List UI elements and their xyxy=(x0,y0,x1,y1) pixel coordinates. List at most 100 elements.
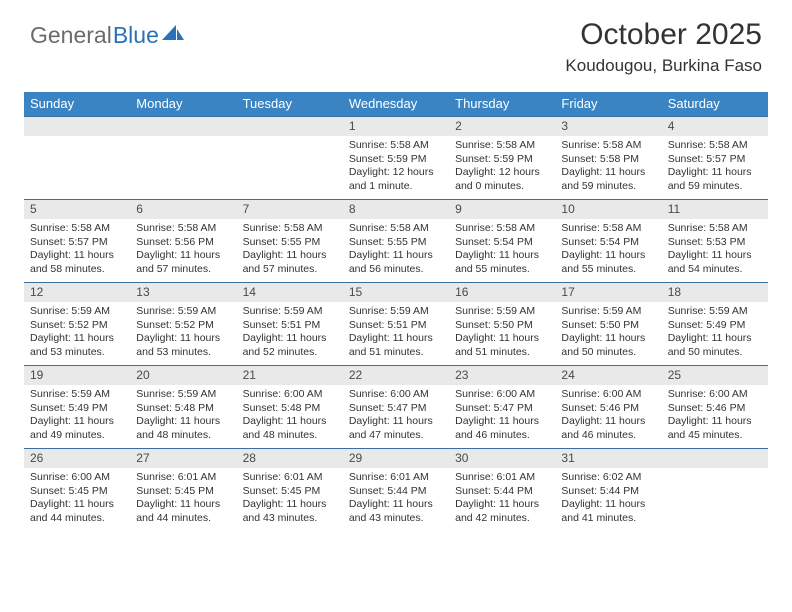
day-number: 19 xyxy=(24,366,130,385)
daylight-text: Daylight: 11 hours and 55 minutes. xyxy=(561,249,655,276)
sunset-text: Sunset: 5:52 PM xyxy=(136,319,230,332)
sunrise-text: Sunrise: 5:59 AM xyxy=(349,305,443,318)
calendar-cell: 4Sunrise: 5:58 AMSunset: 5:57 PMDaylight… xyxy=(662,117,768,199)
calendar-cell: 15Sunrise: 5:59 AMSunset: 5:51 PMDayligh… xyxy=(343,283,449,365)
calendar-row: 1Sunrise: 5:58 AMSunset: 5:59 PMDaylight… xyxy=(24,116,768,199)
calendar-row: 26Sunrise: 6:00 AMSunset: 5:45 PMDayligh… xyxy=(24,448,768,531)
weekday-label: Thursday xyxy=(449,92,555,116)
calendar-row: 19Sunrise: 5:59 AMSunset: 5:49 PMDayligh… xyxy=(24,365,768,448)
day-number: 26 xyxy=(24,449,130,468)
day-number: 31 xyxy=(555,449,661,468)
day-number: 27 xyxy=(130,449,236,468)
daylight-text: Daylight: 11 hours and 57 minutes. xyxy=(243,249,337,276)
calendar-cell: 28Sunrise: 6:01 AMSunset: 5:45 PMDayligh… xyxy=(237,449,343,531)
calendar-cell: 22Sunrise: 6:00 AMSunset: 5:47 PMDayligh… xyxy=(343,366,449,448)
calendar-cell: 1Sunrise: 5:58 AMSunset: 5:59 PMDaylight… xyxy=(343,117,449,199)
sunrise-text: Sunrise: 5:58 AM xyxy=(455,139,549,152)
day-details: Sunrise: 5:59 AMSunset: 5:51 PMDaylight:… xyxy=(237,302,343,363)
sunrise-text: Sunrise: 5:58 AM xyxy=(30,222,124,235)
day-number: 21 xyxy=(237,366,343,385)
daylight-text: Daylight: 11 hours and 59 minutes. xyxy=(561,166,655,193)
sunrise-text: Sunrise: 5:59 AM xyxy=(455,305,549,318)
calendar: Sunday Monday Tuesday Wednesday Thursday… xyxy=(24,92,768,531)
sunrise-text: Sunrise: 5:59 AM xyxy=(136,305,230,318)
daylight-text: Daylight: 11 hours and 43 minutes. xyxy=(349,498,443,525)
calendar-cell: 12Sunrise: 5:59 AMSunset: 5:52 PMDayligh… xyxy=(24,283,130,365)
day-details: Sunrise: 6:00 AMSunset: 5:47 PMDaylight:… xyxy=(449,385,555,446)
day-number xyxy=(237,117,343,136)
calendar-cell: 16Sunrise: 5:59 AMSunset: 5:50 PMDayligh… xyxy=(449,283,555,365)
calendar-cell: 13Sunrise: 5:59 AMSunset: 5:52 PMDayligh… xyxy=(130,283,236,365)
calendar-cell: 2Sunrise: 5:58 AMSunset: 5:59 PMDaylight… xyxy=(449,117,555,199)
day-details: Sunrise: 5:58 AMSunset: 5:58 PMDaylight:… xyxy=(555,136,661,197)
calendar-cell xyxy=(130,117,236,199)
sunrise-text: Sunrise: 5:58 AM xyxy=(136,222,230,235)
daylight-text: Daylight: 11 hours and 51 minutes. xyxy=(349,332,443,359)
day-details: Sunrise: 5:59 AMSunset: 5:52 PMDaylight:… xyxy=(130,302,236,363)
page-header: General Blue October 2025 Koudougou, Bur… xyxy=(0,0,792,82)
sunrise-text: Sunrise: 5:58 AM xyxy=(668,222,762,235)
day-details: Sunrise: 5:58 AMSunset: 5:55 PMDaylight:… xyxy=(343,219,449,280)
sunrise-text: Sunrise: 6:00 AM xyxy=(30,471,124,484)
weekday-label: Sunday xyxy=(24,92,130,116)
sunrise-text: Sunrise: 5:58 AM xyxy=(349,222,443,235)
sunset-text: Sunset: 5:59 PM xyxy=(349,153,443,166)
sunrise-text: Sunrise: 6:00 AM xyxy=(243,388,337,401)
daylight-text: Daylight: 11 hours and 46 minutes. xyxy=(561,415,655,442)
daylight-text: Daylight: 12 hours and 1 minute. xyxy=(349,166,443,193)
day-number: 4 xyxy=(662,117,768,136)
day-number: 30 xyxy=(449,449,555,468)
calendar-cell: 14Sunrise: 5:59 AMSunset: 5:51 PMDayligh… xyxy=(237,283,343,365)
calendar-cell: 29Sunrise: 6:01 AMSunset: 5:44 PMDayligh… xyxy=(343,449,449,531)
sunset-text: Sunset: 5:45 PM xyxy=(243,485,337,498)
calendar-cell: 8Sunrise: 5:58 AMSunset: 5:55 PMDaylight… xyxy=(343,200,449,282)
sunrise-text: Sunrise: 6:01 AM xyxy=(455,471,549,484)
day-details: Sunrise: 5:58 AMSunset: 5:54 PMDaylight:… xyxy=(555,219,661,280)
day-details: Sunrise: 6:00 AMSunset: 5:47 PMDaylight:… xyxy=(343,385,449,446)
daylight-text: Daylight: 11 hours and 55 minutes. xyxy=(455,249,549,276)
sunset-text: Sunset: 5:48 PM xyxy=(243,402,337,415)
sunrise-text: Sunrise: 6:01 AM xyxy=(243,471,337,484)
calendar-cell: 20Sunrise: 5:59 AMSunset: 5:48 PMDayligh… xyxy=(130,366,236,448)
sail-icon xyxy=(162,25,184,43)
day-number: 13 xyxy=(130,283,236,302)
sunrise-text: Sunrise: 5:59 AM xyxy=(243,305,337,318)
day-number: 2 xyxy=(449,117,555,136)
day-number: 10 xyxy=(555,200,661,219)
sunrise-text: Sunrise: 6:01 AM xyxy=(136,471,230,484)
brand-part2: Blue xyxy=(113,22,159,49)
day-details: Sunrise: 5:59 AMSunset: 5:49 PMDaylight:… xyxy=(662,302,768,363)
day-details: Sunrise: 6:00 AMSunset: 5:45 PMDaylight:… xyxy=(24,468,130,529)
day-details: Sunrise: 6:01 AMSunset: 5:44 PMDaylight:… xyxy=(343,468,449,529)
sunrise-text: Sunrise: 5:58 AM xyxy=(243,222,337,235)
day-details: Sunrise: 6:01 AMSunset: 5:45 PMDaylight:… xyxy=(130,468,236,529)
calendar-cell: 11Sunrise: 5:58 AMSunset: 5:53 PMDayligh… xyxy=(662,200,768,282)
sunrise-text: Sunrise: 5:59 AM xyxy=(30,305,124,318)
daylight-text: Daylight: 11 hours and 41 minutes. xyxy=(561,498,655,525)
daylight-text: Daylight: 11 hours and 43 minutes. xyxy=(243,498,337,525)
daylight-text: Daylight: 11 hours and 53 minutes. xyxy=(30,332,124,359)
sunset-text: Sunset: 5:49 PM xyxy=(668,319,762,332)
day-details: Sunrise: 6:01 AMSunset: 5:44 PMDaylight:… xyxy=(449,468,555,529)
daylight-text: Daylight: 11 hours and 51 minutes. xyxy=(455,332,549,359)
sunrise-text: Sunrise: 6:02 AM xyxy=(561,471,655,484)
daylight-text: Daylight: 11 hours and 58 minutes. xyxy=(30,249,124,276)
day-number: 16 xyxy=(449,283,555,302)
sunset-text: Sunset: 5:51 PM xyxy=(243,319,337,332)
weekday-label: Tuesday xyxy=(237,92,343,116)
daylight-text: Daylight: 11 hours and 47 minutes. xyxy=(349,415,443,442)
day-number: 29 xyxy=(343,449,449,468)
day-number: 3 xyxy=(555,117,661,136)
calendar-row: 12Sunrise: 5:59 AMSunset: 5:52 PMDayligh… xyxy=(24,282,768,365)
calendar-cell: 23Sunrise: 6:00 AMSunset: 5:47 PMDayligh… xyxy=(449,366,555,448)
daylight-text: Daylight: 11 hours and 44 minutes. xyxy=(136,498,230,525)
sunset-text: Sunset: 5:47 PM xyxy=(349,402,443,415)
day-number xyxy=(662,449,768,468)
sunset-text: Sunset: 5:48 PM xyxy=(136,402,230,415)
sunset-text: Sunset: 5:44 PM xyxy=(349,485,443,498)
calendar-cell xyxy=(237,117,343,199)
weekday-label: Saturday xyxy=(662,92,768,116)
day-number: 8 xyxy=(343,200,449,219)
daylight-text: Daylight: 11 hours and 56 minutes. xyxy=(349,249,443,276)
day-details: Sunrise: 5:58 AMSunset: 5:56 PMDaylight:… xyxy=(130,219,236,280)
